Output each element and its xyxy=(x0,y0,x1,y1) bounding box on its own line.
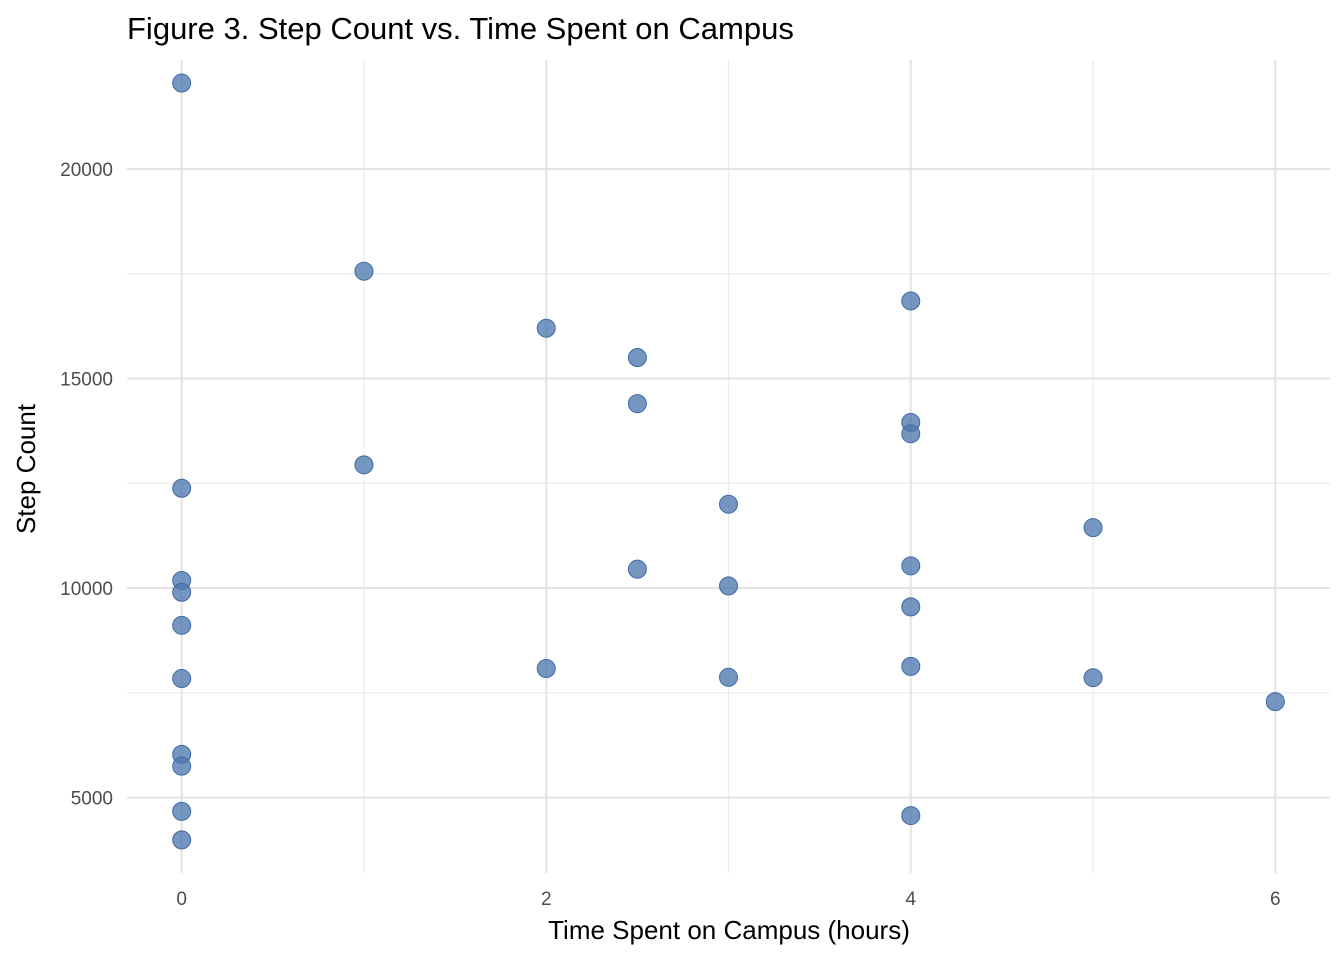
x-tick-label: 4 xyxy=(905,889,916,910)
data-point xyxy=(172,615,192,635)
y-tick-label: 5000 xyxy=(71,789,113,810)
data-point xyxy=(719,494,738,514)
y-axis-label: Step Count xyxy=(11,403,41,534)
data-points xyxy=(172,73,1285,850)
data-point xyxy=(901,597,921,617)
data-point xyxy=(172,830,192,850)
x-tick-label: 0 xyxy=(176,889,187,910)
data-point xyxy=(172,669,192,689)
data-point xyxy=(901,291,921,311)
data-point xyxy=(354,455,374,475)
data-point xyxy=(536,658,556,678)
y-tick-label: 20000 xyxy=(60,160,113,181)
data-point xyxy=(172,73,192,93)
grid-lines xyxy=(127,60,1330,873)
x-tick-label: 2 xyxy=(541,889,552,910)
y-tick-label: 15000 xyxy=(60,369,113,390)
x-axis-label: Time Spent on Campus (hours) xyxy=(548,915,910,945)
data-point xyxy=(901,556,921,576)
data-point xyxy=(172,582,192,602)
data-point xyxy=(901,424,921,444)
x-axis-ticks: 0 2 4 6 xyxy=(176,889,1280,910)
data-point xyxy=(627,348,647,368)
data-point xyxy=(1083,668,1103,688)
y-axis-ticks: 5000 10000 15000 20000 xyxy=(60,160,113,810)
x-tick-label: 6 xyxy=(1270,889,1281,910)
data-point xyxy=(172,756,192,776)
data-point xyxy=(627,394,647,414)
data-point xyxy=(627,559,647,579)
y-tick-label: 10000 xyxy=(60,579,113,600)
data-point xyxy=(1265,692,1285,712)
chart-title: Figure 3. Step Count vs. Time Spent on C… xyxy=(127,11,794,46)
data-point xyxy=(719,667,738,687)
data-point xyxy=(719,576,738,596)
data-point xyxy=(172,478,192,498)
data-point xyxy=(1083,518,1103,538)
data-point xyxy=(536,318,556,338)
data-point xyxy=(901,656,921,676)
data-point xyxy=(354,261,374,281)
data-point xyxy=(901,806,921,826)
data-point xyxy=(172,801,192,821)
